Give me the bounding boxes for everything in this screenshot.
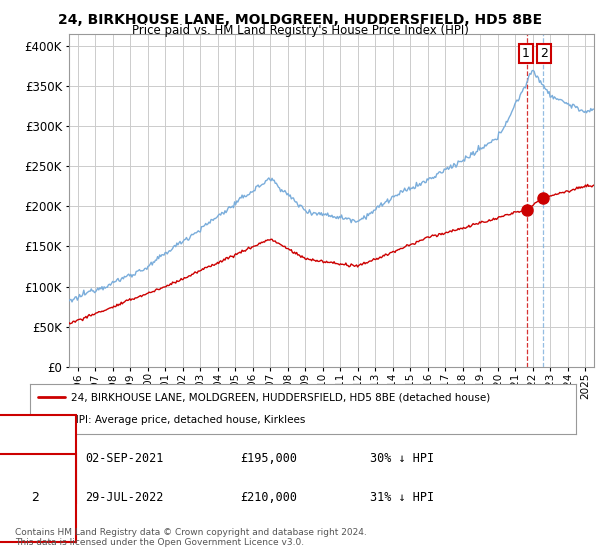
Text: 2: 2: [31, 491, 39, 504]
Text: 24, BIRKHOUSE LANE, MOLDGREEN, HUDDERSFIELD, HD5 8BE (detached house): 24, BIRKHOUSE LANE, MOLDGREEN, HUDDERSFI…: [71, 392, 490, 402]
Text: 1: 1: [31, 452, 39, 465]
Text: 1: 1: [522, 47, 530, 60]
Text: 24, BIRKHOUSE LANE, MOLDGREEN, HUDDERSFIELD, HD5 8BE: 24, BIRKHOUSE LANE, MOLDGREEN, HUDDERSFI…: [58, 13, 542, 27]
Text: Contains HM Land Registry data © Crown copyright and database right 2024.
This d: Contains HM Land Registry data © Crown c…: [15, 528, 367, 547]
Text: 2: 2: [540, 47, 548, 60]
Text: £195,000: £195,000: [240, 452, 297, 465]
Text: 29-JUL-2022: 29-JUL-2022: [85, 491, 163, 504]
Text: HPI: Average price, detached house, Kirklees: HPI: Average price, detached house, Kirk…: [71, 416, 305, 426]
Text: 31% ↓ HPI: 31% ↓ HPI: [370, 491, 434, 504]
Text: 02-SEP-2021: 02-SEP-2021: [85, 452, 163, 465]
Text: 30% ↓ HPI: 30% ↓ HPI: [370, 452, 434, 465]
Text: Price paid vs. HM Land Registry's House Price Index (HPI): Price paid vs. HM Land Registry's House …: [131, 24, 469, 38]
Text: £210,000: £210,000: [240, 491, 297, 504]
